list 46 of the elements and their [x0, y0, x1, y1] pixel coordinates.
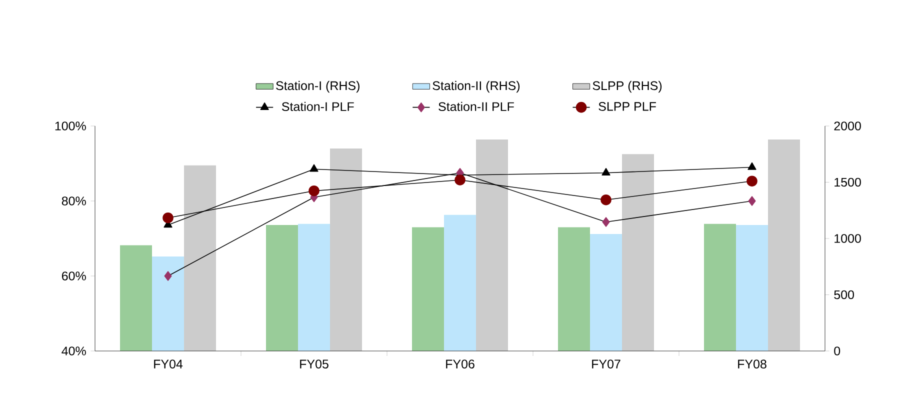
- bar: [736, 224, 768, 351]
- x-tick-label: FY08: [738, 360, 766, 368]
- y2-tick-label: 1000: [834, 234, 861, 243]
- point: [310, 164, 318, 172]
- point: [602, 168, 610, 176]
- bar: [330, 148, 362, 351]
- bar: [120, 245, 152, 351]
- point: [748, 162, 756, 170]
- bar: [266, 224, 298, 351]
- legend-label: Station-I PLF: [282, 102, 354, 112]
- point: [454, 174, 466, 186]
- y-tick-label: 80%: [62, 196, 86, 206]
- point: [162, 212, 174, 224]
- y-tick-label: 40%: [62, 346, 86, 356]
- y2-tick-label: 1500: [834, 178, 861, 187]
- bar: [768, 139, 800, 351]
- x-tick-label: FY07: [592, 360, 620, 368]
- y2-tick-label: 500: [834, 290, 854, 300]
- x-tick-label: FY05: [300, 360, 328, 368]
- x-tick-label: FY06: [446, 360, 474, 368]
- bar: [412, 227, 444, 351]
- point: [600, 194, 612, 206]
- bar: [298, 224, 330, 351]
- x-tick-label: FY04: [154, 360, 183, 368]
- bar: [558, 227, 590, 351]
- legend-label: Station-II PLF: [438, 102, 514, 112]
- legend-label: SLPP (RHS): [592, 80, 662, 93]
- legend-label: Station-II (RHS): [432, 80, 520, 93]
- point: [602, 217, 610, 227]
- y-tick-label: 60%: [62, 272, 86, 280]
- y2-tick-label: 0: [834, 346, 840, 356]
- point: [748, 196, 756, 206]
- bar: [152, 256, 184, 351]
- bar: [622, 154, 654, 351]
- legend-label: Station-I (RHS): [276, 80, 360, 93]
- legend-label: SLPP PLF: [598, 102, 656, 111]
- y-tick-label: 100%: [55, 122, 86, 130]
- bar: [444, 214, 476, 351]
- point: [308, 185, 320, 196]
- bar: [184, 165, 216, 351]
- y2-tick-label: 2000: [834, 122, 861, 130]
- point: [746, 176, 758, 187]
- bar: [704, 224, 736, 351]
- bar: [590, 234, 622, 351]
- bar: [476, 139, 508, 351]
- point: [164, 271, 172, 281]
